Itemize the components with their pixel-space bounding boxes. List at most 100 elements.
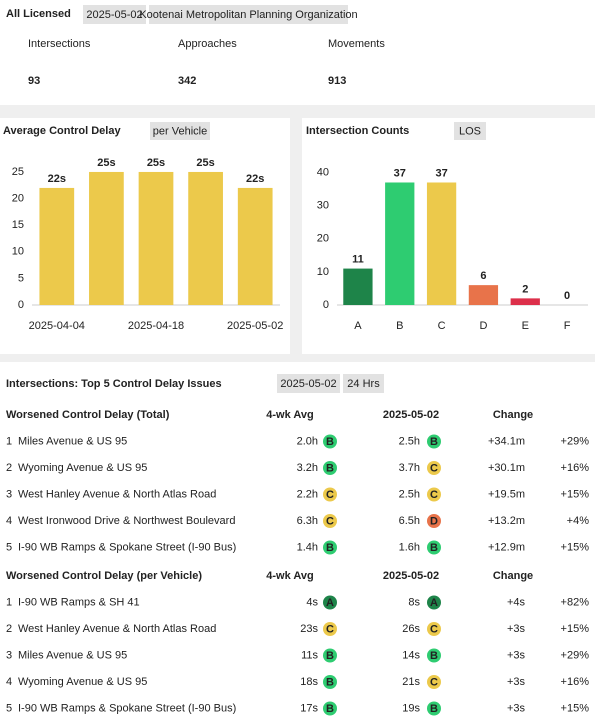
los-badge	[427, 540, 441, 555]
los-badge	[323, 434, 337, 449]
rank: 1	[6, 596, 12, 608]
los-badge	[427, 487, 441, 502]
los-letter: A	[326, 597, 334, 609]
rank: 2	[6, 623, 12, 635]
x-tick-label: E	[522, 320, 529, 332]
los-badge	[427, 461, 441, 475]
change: +3s	[507, 702, 526, 714]
intersection-name: I-90 WB Ramps & Spokane Street (I-90 Bus…	[18, 541, 236, 553]
column-header: 4-wk Avg	[266, 409, 313, 421]
value-label: 37	[435, 167, 447, 179]
stat-label: Intersections	[28, 38, 91, 50]
avg-value: 17s	[300, 702, 318, 714]
chart-title: Intersection Counts	[306, 125, 409, 137]
bar	[237, 187, 273, 305]
change: +3s	[507, 676, 526, 688]
change: +12.9m	[488, 541, 525, 553]
y-tick-label: 0	[18, 299, 24, 311]
change: +4s	[507, 596, 526, 608]
los-badge	[427, 675, 441, 689]
change: +30.1m	[488, 462, 525, 474]
los-letter: B	[430, 703, 438, 715]
badge	[149, 5, 348, 24]
intersection-name: Miles Avenue & US 95	[18, 649, 127, 661]
badge	[277, 374, 340, 393]
current-value: 14s	[402, 649, 420, 661]
intersection-name: I-90 WB Ramps & SH 41	[18, 596, 140, 608]
rank: 5	[6, 541, 12, 553]
los-badge	[427, 514, 441, 528]
los-letter: A	[430, 597, 438, 609]
value-label: 22s	[48, 173, 66, 185]
rank: 3	[6, 649, 12, 661]
intersection-name: I-90 WB Ramps & Spokane Street (I-90 Bus…	[18, 702, 236, 714]
y-tick-label: 0	[323, 299, 329, 311]
chart-badge: LOS	[459, 125, 481, 137]
rank: 5	[6, 702, 12, 714]
chart-title: Average Control Delay	[3, 125, 121, 137]
current-value: 3.7h	[399, 462, 420, 474]
los-letter: B	[430, 542, 438, 554]
los-letter: B	[326, 436, 334, 448]
intersection-name: Miles Avenue & US 95	[18, 435, 127, 447]
value-label: 2	[522, 283, 528, 295]
badge	[343, 374, 384, 393]
los-badge	[323, 540, 337, 555]
los-letter: C	[430, 623, 438, 635]
x-tick-label: B	[396, 320, 403, 332]
change: +19.5m	[488, 488, 525, 500]
x-tick-label: 2025-04-04	[29, 320, 85, 332]
bar	[510, 298, 540, 305]
stat-value: 342	[178, 75, 196, 87]
los-letter: B	[326, 542, 334, 554]
chart-badge: per Vehicle	[153, 125, 207, 137]
column-header: Change	[493, 409, 533, 421]
bar	[188, 171, 223, 305]
current-value: 1.6h	[399, 541, 420, 553]
bar	[468, 285, 499, 305]
avg-value: 2.2h	[297, 488, 318, 500]
los-letter: C	[430, 462, 438, 474]
current-value: 2.5h	[399, 488, 420, 500]
y-tick-label: 15	[12, 219, 24, 231]
change-percent: +29%	[561, 649, 590, 661]
los-letter: B	[326, 462, 334, 474]
avg-value: 23s	[300, 623, 318, 635]
column-header: Worsened Control Delay (Total)	[6, 409, 170, 421]
rank: 3	[6, 488, 12, 500]
stat-value: 913	[328, 75, 346, 87]
rank: 4	[6, 515, 12, 527]
los-badge	[323, 514, 337, 528]
y-tick-label: 30	[317, 200, 329, 212]
bar	[385, 182, 415, 305]
change-percent: +15%	[561, 541, 590, 553]
table-title: Intersections: Top 5 Control Delay Issue…	[6, 378, 222, 390]
stat-label: Movements	[328, 38, 385, 50]
los-badge	[323, 701, 337, 716]
change: +3s	[507, 623, 526, 635]
los-letter: B	[326, 703, 334, 715]
change-percent: +16%	[561, 676, 590, 688]
y-tick-label: 25	[12, 166, 24, 178]
avg-value: 2.0h	[297, 435, 318, 447]
bar	[138, 171, 174, 305]
los-badge	[323, 461, 337, 475]
current-value: 26s	[402, 623, 420, 635]
value-label: 11	[352, 253, 364, 265]
y-tick-label: 5	[18, 272, 24, 284]
column-header: 4-wk Avg	[266, 570, 313, 582]
los-letter: C	[326, 515, 334, 527]
value-label: 25s	[97, 157, 115, 169]
column-header: 2025-05-02	[383, 409, 439, 421]
y-tick-label: 10	[317, 266, 329, 278]
bar	[89, 171, 124, 305]
change: +3s	[507, 649, 526, 661]
los-letter: C	[430, 489, 438, 501]
value-label: 22s	[246, 173, 264, 185]
los-badge	[323, 595, 337, 610]
value-label: 0	[564, 290, 570, 302]
los-letter: C	[430, 676, 438, 688]
los-badge	[323, 487, 337, 502]
avg-value: 4s	[306, 596, 318, 608]
